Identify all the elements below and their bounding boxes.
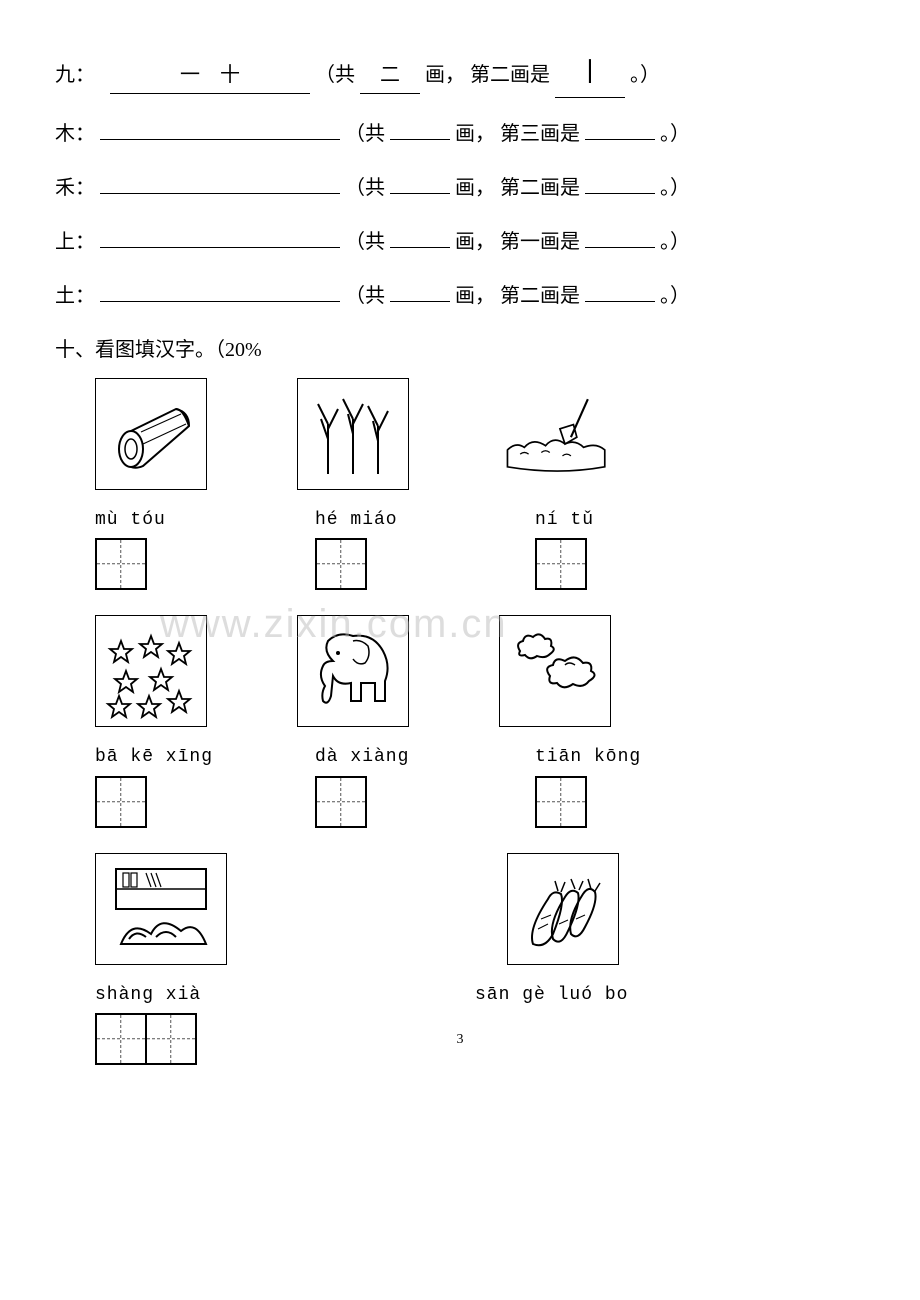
text: 画， bbox=[425, 64, 465, 86]
image-row bbox=[95, 378, 865, 490]
strokes-blank[interactable] bbox=[100, 139, 340, 140]
text: 画， bbox=[455, 285, 495, 307]
text: 画， bbox=[455, 177, 495, 199]
soil-icon bbox=[499, 378, 609, 488]
char-label: 禾： bbox=[55, 177, 95, 199]
text: 。） bbox=[660, 285, 690, 307]
text: （共 bbox=[345, 231, 385, 253]
text: （共 bbox=[345, 285, 385, 307]
char-input-box[interactable] bbox=[95, 538, 147, 590]
char-label: 九： bbox=[55, 64, 105, 86]
char-input-box[interactable] bbox=[315, 776, 367, 828]
char-box-row bbox=[95, 538, 865, 590]
soil-image bbox=[499, 378, 609, 488]
char-label: 木： bbox=[55, 123, 95, 145]
strokes-blank[interactable] bbox=[100, 193, 340, 194]
elephant-image bbox=[297, 615, 409, 727]
text: 。） bbox=[660, 177, 690, 199]
char-label: 上： bbox=[55, 231, 95, 253]
total-fill: 二 bbox=[360, 57, 420, 94]
pinyin-text: ní tǔ bbox=[535, 510, 594, 530]
pinyin-text: tiān kōng bbox=[535, 747, 641, 767]
stroke-line: 土： （共 画， 第二画是 。） bbox=[55, 278, 865, 314]
stroke-line: 木： （共 画， 第三画是 。） bbox=[55, 116, 865, 152]
total-blank[interactable] bbox=[390, 139, 450, 140]
char-input-box[interactable] bbox=[315, 538, 367, 590]
answer-blank[interactable] bbox=[585, 139, 655, 140]
which-stroke: 第二画是 bbox=[500, 285, 580, 307]
sky-icon bbox=[505, 621, 605, 721]
example-strokes: 一 十 bbox=[110, 57, 310, 94]
pinyin-text: shàng xià bbox=[95, 985, 201, 1005]
section-title: 十、看图填汉字。（20% bbox=[55, 332, 865, 368]
answer-blank[interactable] bbox=[585, 247, 655, 248]
pinyin-row: shàng xià sān gè luó bo bbox=[95, 975, 865, 1011]
elephant-icon bbox=[303, 621, 403, 721]
answer-fill: 丨 bbox=[555, 50, 625, 98]
char-input-box[interactable] bbox=[95, 1013, 147, 1065]
pinyin-text: hé miáo bbox=[315, 510, 398, 530]
text: （共 bbox=[315, 64, 355, 86]
char-box-row bbox=[95, 776, 865, 828]
answer-blank[interactable] bbox=[585, 301, 655, 302]
pinyin-text: mù tóu bbox=[95, 510, 166, 530]
text: 。） bbox=[630, 64, 660, 86]
pinyin-row: mù tóu hé miáo ní tǔ bbox=[95, 500, 865, 536]
pinyin-text: dà xiàng bbox=[315, 747, 409, 767]
text: 。） bbox=[660, 123, 690, 145]
which-stroke: 第二画是 bbox=[470, 64, 550, 86]
grain-icon bbox=[303, 384, 403, 484]
pinyin-row: bā kē xīng dà xiàng tiān kōng bbox=[95, 737, 865, 773]
image-row bbox=[95, 853, 865, 965]
total-blank[interactable] bbox=[390, 193, 450, 194]
stroke-line-example: 九： 一 十 （共 二 画， 第二画是 丨 。） bbox=[55, 50, 865, 98]
sky-image bbox=[499, 615, 611, 727]
stars-icon bbox=[101, 621, 201, 721]
stroke-line: 禾： （共 画， 第二画是 。） bbox=[55, 170, 865, 206]
which-stroke: 第三画是 bbox=[500, 123, 580, 145]
text: 画， bbox=[455, 123, 495, 145]
char-input-box[interactable] bbox=[95, 776, 147, 828]
text: 画， bbox=[455, 231, 495, 253]
strokes-blank[interactable] bbox=[100, 301, 340, 302]
grain-image bbox=[297, 378, 409, 490]
which-stroke: 第二画是 bbox=[500, 177, 580, 199]
stroke-line: 上： （共 画， 第一画是 。） bbox=[55, 224, 865, 260]
char-label: 土： bbox=[55, 285, 95, 307]
strokes-blank[interactable] bbox=[100, 247, 340, 248]
total-blank[interactable] bbox=[390, 247, 450, 248]
carrot-image bbox=[507, 853, 619, 965]
image-row bbox=[95, 615, 865, 727]
carrot-icon bbox=[513, 859, 613, 959]
pinyin-text: sān gè luó bo bbox=[475, 985, 628, 1005]
answer-blank[interactable] bbox=[585, 193, 655, 194]
shelf-icon bbox=[101, 859, 221, 959]
stars-image bbox=[95, 615, 207, 727]
total-blank[interactable] bbox=[390, 301, 450, 302]
text: （共 bbox=[345, 177, 385, 199]
shelf-image bbox=[95, 853, 227, 965]
log-icon bbox=[101, 384, 201, 484]
char-input-box[interactable] bbox=[535, 776, 587, 828]
text: （共 bbox=[345, 123, 385, 145]
char-input-box[interactable] bbox=[535, 538, 587, 590]
pinyin-text: bā kē xīng bbox=[95, 747, 213, 767]
which-stroke: 第一画是 bbox=[500, 231, 580, 253]
log-image bbox=[95, 378, 207, 490]
char-input-box[interactable] bbox=[147, 1013, 197, 1065]
text: 。） bbox=[660, 231, 690, 253]
